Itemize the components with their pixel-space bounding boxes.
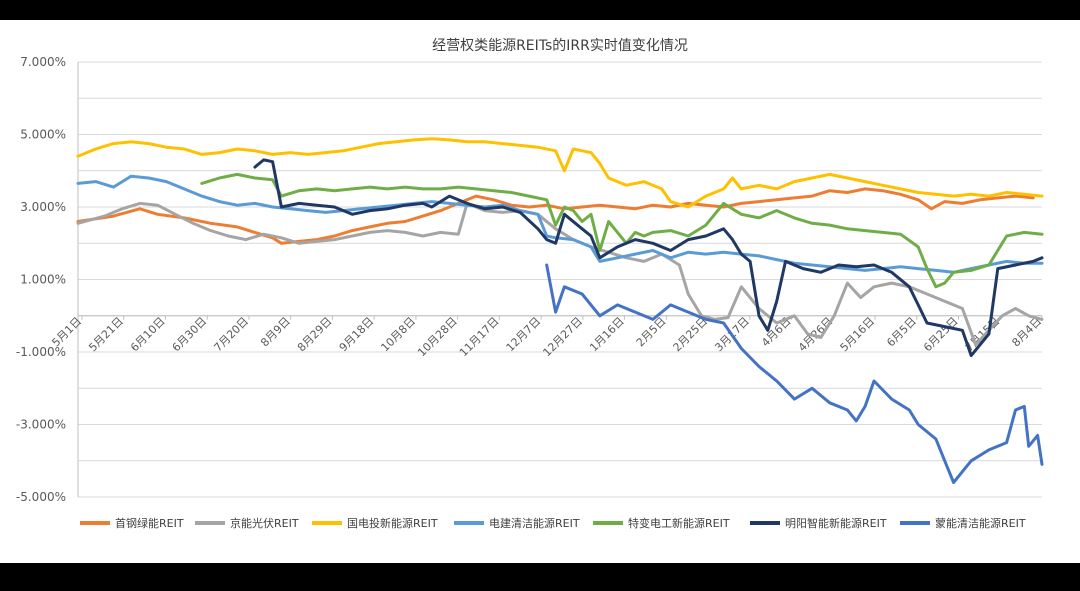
series-line bbox=[76, 187, 1035, 245]
legend-label: 蒙能清洁能源REIT bbox=[935, 516, 1026, 530]
legend-label: 明阳智能新能源REIT bbox=[785, 516, 887, 530]
x-tick-label: 11月17日 bbox=[457, 315, 502, 360]
x-tick-label: 10月28日 bbox=[415, 315, 460, 360]
legend-label: 京能光伏REIT bbox=[230, 516, 299, 530]
x-tick-label: 7月20日 bbox=[211, 315, 251, 355]
series-line bbox=[76, 174, 1044, 274]
chart-title: 经营权类能源REITs的IRR实时值变化情况 bbox=[432, 38, 688, 54]
x-tick-label: 8月29日 bbox=[295, 315, 335, 355]
x-tick-label: 5月21日 bbox=[86, 315, 126, 355]
legend-label: 特变电工新能源REIT bbox=[628, 516, 730, 530]
legend-label: 电建清洁能源REIT bbox=[489, 516, 580, 530]
x-tick-label: 2月25日 bbox=[671, 315, 711, 355]
series-lines bbox=[76, 137, 1044, 484]
x-tick-label: 10月8日 bbox=[378, 315, 418, 355]
gridlines bbox=[77, 61, 1042, 498]
x-tick-label: 1月16日 bbox=[587, 315, 627, 355]
x-tick-label: 5月16日 bbox=[838, 315, 878, 355]
series-line bbox=[253, 158, 1044, 358]
series-line bbox=[76, 137, 1044, 209]
legend: 首钢绿能REIT 京能光伏REIT 国电投新能源REIT 电建清洁能源REIT 特变电工… bbox=[80, 516, 1026, 530]
x-tick-label: 9月18日 bbox=[337, 315, 377, 355]
x-tick-label: 4月26日 bbox=[796, 315, 836, 355]
x-tick-label: 12月7日 bbox=[504, 315, 544, 355]
y-tick-label: -1.000% bbox=[16, 345, 66, 359]
x-tick-label: 6月5日 bbox=[884, 315, 919, 350]
y-axis-ticks: -5.000% -3.000% -1.000% 1.000% 3.000% 5.000% 7… bbox=[16, 55, 66, 504]
series-line bbox=[200, 172, 1044, 289]
y-tick-label: -5.000% bbox=[16, 490, 66, 504]
y-tick-label: 3.000% bbox=[20, 200, 66, 214]
x-tick-label: 4月6日 bbox=[759, 315, 794, 350]
y-tick-label: 5.000% bbox=[20, 128, 66, 142]
chart-frame: 经营权类能源REITs的IRR实时值变化情况 -5.000% -3.000% -1.… bbox=[0, 20, 1080, 563]
series-line bbox=[545, 263, 1044, 484]
line-chart: 经营权类能源REITs的IRR实时值变化情况 -5.000% -3.000% -1.… bbox=[16, 38, 1044, 530]
x-axis-ticks: 5月1日 5月21日 6月10日 6月30日 7月20日 8月9日 8月29日 9月18日 10… bbox=[49, 315, 1044, 360]
x-tick-label: 8月9日 bbox=[258, 315, 293, 350]
x-tick-label: 5月1日 bbox=[49, 315, 84, 350]
legend-label: 国电投新能源REIT bbox=[347, 516, 438, 530]
legend-label: 首钢绿能REIT bbox=[115, 516, 184, 530]
y-tick-label: 1.000% bbox=[20, 273, 66, 287]
y-tick-label: -3.000% bbox=[16, 418, 66, 432]
y-tick-label: 7.000% bbox=[20, 55, 66, 69]
x-tick-label: 6月30日 bbox=[170, 315, 210, 355]
x-tick-label: 6月10日 bbox=[128, 315, 168, 355]
x-tick-label: 12月27日 bbox=[540, 315, 585, 360]
